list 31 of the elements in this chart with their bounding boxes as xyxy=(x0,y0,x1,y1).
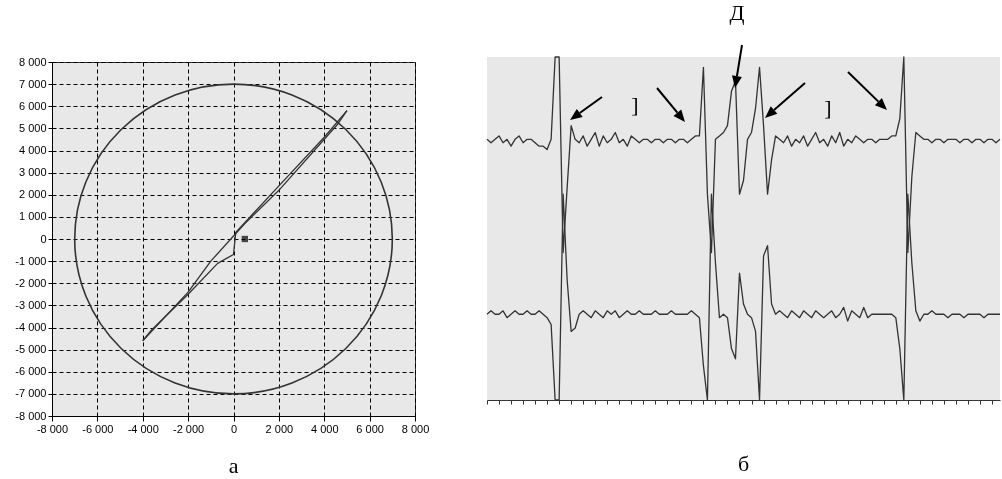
annotation: ] xyxy=(824,95,832,120)
text: б xyxy=(737,451,750,476)
x-tick-label: -4 000 xyxy=(127,422,159,435)
y-tick-label: 2 000 xyxy=(18,188,47,201)
x-tick-label: 6 000 xyxy=(356,422,384,435)
y-tick-label: -5 000 xyxy=(15,343,47,356)
y-tick-label: -8 000 xyxy=(15,409,47,422)
text: а xyxy=(228,453,239,478)
y-tick-label: 4 000 xyxy=(18,144,47,156)
y-tick-label: 6 000 xyxy=(18,99,47,112)
y-tick-label: 8 000 xyxy=(18,55,47,68)
y-tick-label: -1 000 xyxy=(15,254,47,267)
text: Д xyxy=(729,0,745,25)
x-tick-label: 8 000 xyxy=(401,422,430,435)
y-tick-label: 1 000 xyxy=(18,210,47,223)
x-tick-label: -8 000 xyxy=(36,422,69,435)
x-tick-label: 2 000 xyxy=(265,422,294,435)
y-tick-label: -3 000 xyxy=(15,298,47,311)
y-tick-label: -7 000 xyxy=(15,387,47,400)
y-tick-label: 3 000 xyxy=(18,166,47,179)
y-tick-label: 0 xyxy=(40,232,47,245)
x-tick-label: -6 000 xyxy=(82,422,114,435)
x-tick-label: -2 000 xyxy=(173,422,205,435)
x-tick-label: 4 000 xyxy=(310,422,339,435)
y-tick-label: -4 000 xyxy=(15,321,47,333)
y-tick-label: -2 000 xyxy=(15,276,47,289)
x-tick-label: 0 xyxy=(230,422,238,435)
y-tick-label: 5 000 xyxy=(18,121,47,134)
y-tick-label: -6 000 xyxy=(15,365,47,378)
annotation: ] xyxy=(631,92,639,117)
y-tick-label: 7 000 xyxy=(18,77,47,90)
